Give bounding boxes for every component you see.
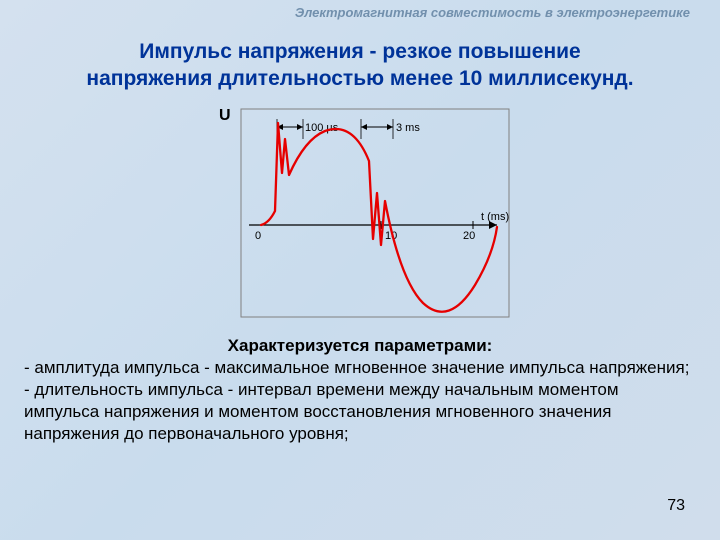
param-1: - амплитуда импульса - максимальное мгно… (24, 357, 696, 379)
marker2-label: 3 ms (396, 122, 420, 134)
params-heading: Характеризуется параметрами: (24, 335, 696, 357)
marker2-arrow-right-icon (387, 124, 393, 130)
slide: Электромагнитная совместимость в электро… (0, 0, 720, 540)
header-text: Электромагнитная совместимость в электро… (295, 5, 690, 20)
title-sep: - (364, 40, 383, 63)
axis-tick20-label: 20 (463, 230, 475, 242)
body-text: Характеризуется параметрами: - амплитуда… (0, 335, 720, 445)
chart: U 100 µs 3 ms 0 10 (205, 105, 515, 325)
marker2-arrow-left-icon (361, 124, 367, 130)
header-bar: Электромагнитная совместимость в электро… (0, 0, 720, 26)
axis-t-label: t (ms) (481, 211, 509, 223)
title-term: Импульс напряжения (139, 40, 363, 63)
title-def1: резкое повышение (382, 40, 580, 63)
voltage-curve (261, 123, 497, 312)
title-line-1: Импульс напряжения - резкое повышение (40, 38, 680, 65)
y-axis-label: U (219, 107, 231, 125)
slide-title: Импульс напряжения - резкое повышение на… (0, 38, 720, 93)
param-2: - длительность импульса - интервал време… (24, 379, 696, 445)
page-number: 73 (667, 497, 685, 515)
chart-svg: 100 µs 3 ms 0 10 20 t (ms) (205, 105, 515, 325)
marker1-arrow-right-icon (297, 124, 303, 130)
title-line-2: напряжения длительностью менее 10 миллис… (40, 65, 680, 92)
axis-origin-label: 0 (255, 230, 261, 242)
